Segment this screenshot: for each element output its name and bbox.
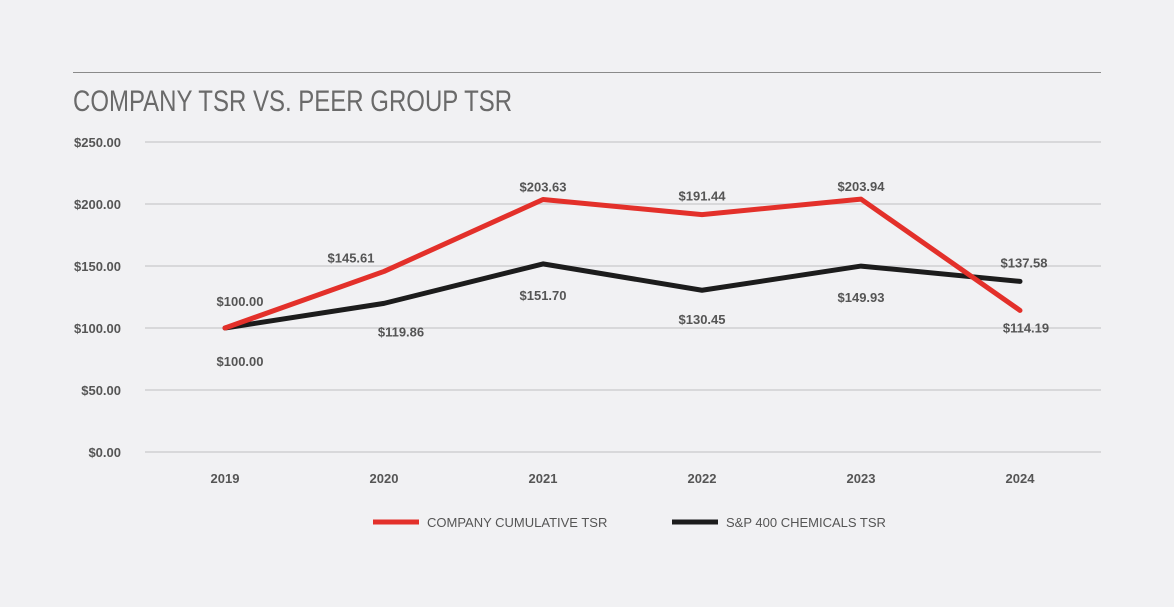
x-tick-label: 2019 <box>211 471 240 486</box>
legend-label: S&P 400 CHEMICALS TSR <box>726 515 886 530</box>
y-tick-label: $100.00 <box>74 321 121 336</box>
x-tick-label: 2022 <box>688 471 717 486</box>
data-label: $151.70 <box>520 288 567 303</box>
x-tick-label: 2020 <box>370 471 399 486</box>
y-tick-label: $250.00 <box>74 135 121 150</box>
data-label: $100.00 <box>217 354 264 369</box>
data-label: $137.58 <box>1001 255 1048 270</box>
x-tick-label: 2023 <box>847 471 876 486</box>
series-line-company <box>222 196 1023 331</box>
data-label: $203.94 <box>838 179 886 194</box>
series-line-peer <box>222 261 1023 331</box>
y-tick-label: $150.00 <box>74 259 121 274</box>
data-label: $119.86 <box>378 324 424 339</box>
data-label: $145.61 <box>328 250 375 265</box>
data-label: $100.00 <box>217 294 264 309</box>
y-tick-label: $0.00 <box>88 445 121 460</box>
legend-label: COMPANY CUMULATIVE TSR <box>427 515 607 530</box>
data-label: $149.93 <box>838 290 885 305</box>
x-tick-label: 2021 <box>529 471 558 486</box>
x-tick-label: 2024 <box>1006 471 1036 486</box>
y-tick-label: $200.00 <box>74 197 121 212</box>
y-tick-label: $50.00 <box>81 383 121 398</box>
data-label: $114.19 <box>1003 320 1049 335</box>
data-label: $203.63 <box>520 179 567 194</box>
data-label: $191.44 <box>679 189 727 204</box>
data-label: $130.45 <box>679 312 726 327</box>
chart-title: COMPANY TSR VS. PEER GROUP TSR <box>73 83 512 117</box>
